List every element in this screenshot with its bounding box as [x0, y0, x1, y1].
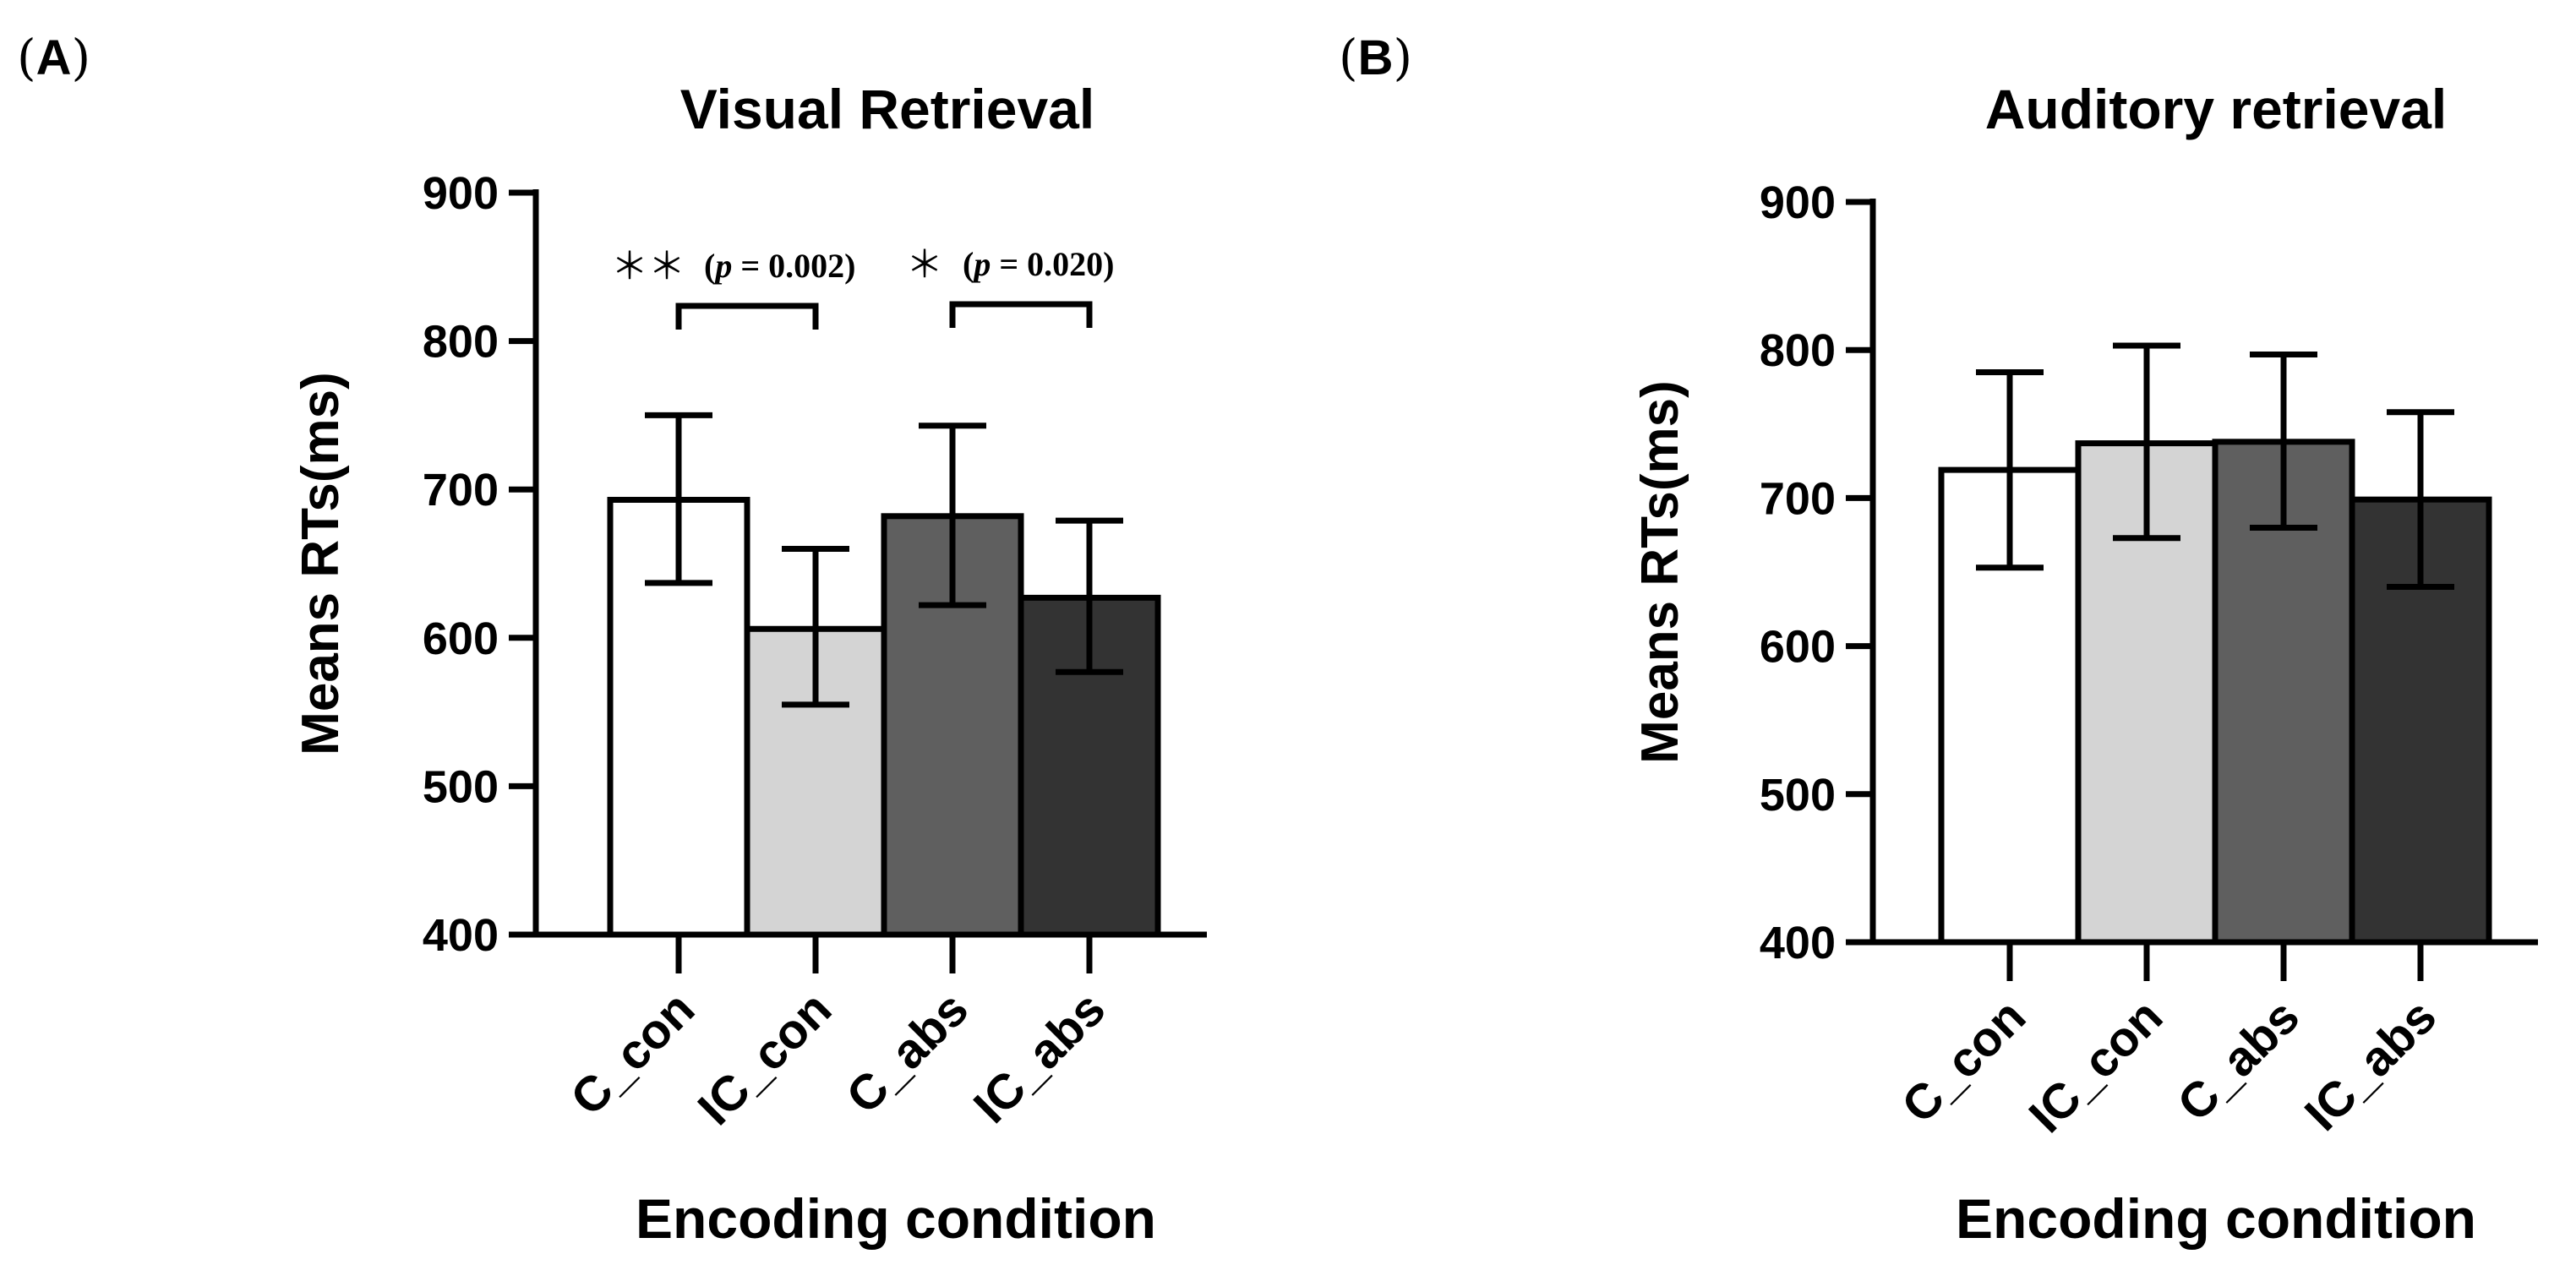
y-tick-label: 400 [423, 910, 499, 961]
y-axis-label: Means RTs(ms) [1631, 380, 1689, 764]
y-tick-label: 500 [423, 761, 499, 812]
significance-bracket [675, 303, 819, 330]
y-tick-label: 600 [1760, 622, 1836, 673]
significance-bracket [949, 301, 1093, 328]
x-tick-label: IC_abs [963, 981, 1116, 1133]
y-axis-label: Means RTs(ms) [292, 372, 350, 755]
y-tick-label: 800 [1760, 325, 1836, 376]
chart-title: Visual Retrieval [680, 78, 1094, 140]
y-tick-label: 700 [1760, 473, 1836, 524]
significance-stars: ＊ [906, 243, 943, 286]
x-tick-label: C_abs [836, 981, 979, 1124]
y-tick-label: 500 [1760, 770, 1836, 821]
p-open: ( [704, 247, 715, 285]
x-tick-label: C_con [560, 981, 705, 1126]
p-value: = 0.002) [732, 247, 855, 285]
p-value-label: (p = 0.020) [963, 245, 1114, 283]
x-tick-label: C_abs [2167, 989, 2310, 1131]
significance-stars: ＊＊ [611, 245, 685, 288]
y-tick-label: 800 [423, 317, 499, 368]
y-tick-label: 700 [423, 465, 499, 515]
y-tick-label: 600 [423, 613, 499, 664]
panel-b: (B) Auditory retrieval Means RTs(ms) Encodi… [1339, 29, 2538, 1250]
p-open: ( [963, 245, 974, 283]
p-value-label: (p = 0.002) [704, 247, 855, 285]
panel-label: (A) [17, 29, 90, 86]
panel-label-close: ) [1394, 29, 1413, 86]
x-axis-label: Encoding condition [1956, 1187, 2476, 1250]
y-tick-label: 400 [1760, 918, 1836, 968]
x-tick-label: IC_con [687, 981, 842, 1136]
panel-label-open: ( [17, 29, 36, 86]
chart-title: Auditory retrieval [1985, 78, 2448, 140]
y-tick-label: 900 [1760, 177, 1836, 228]
panel-label-open: ( [1339, 29, 1358, 86]
panel-label-letter: B [1358, 30, 1394, 85]
x-tick-label: IC_abs [2295, 989, 2447, 1141]
x-tick-label: IC_con [2018, 989, 2173, 1143]
x-tick-label: C_con [1891, 989, 2036, 1133]
p-symbol: p [712, 247, 732, 285]
p-value: = 0.020) [991, 245, 1114, 283]
y-tick-label: 900 [423, 168, 499, 219]
p-symbol: p [971, 245, 991, 283]
panel-label-close: ) [72, 29, 91, 86]
panel-label: (B) [1339, 29, 1412, 86]
panel-label-letter: A [36, 30, 72, 85]
x-axis-label: Encoding condition [636, 1187, 1156, 1250]
